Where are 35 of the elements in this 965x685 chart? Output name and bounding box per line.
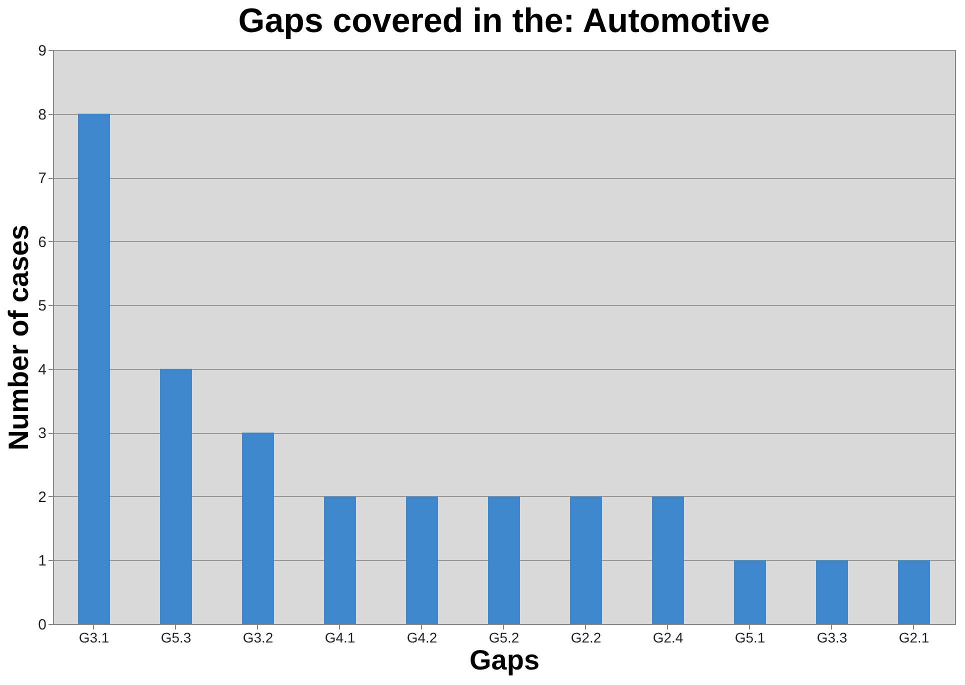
y-tick-label: 7 bbox=[38, 170, 46, 188]
bar bbox=[406, 496, 438, 624]
y-tick-label: 6 bbox=[38, 234, 46, 251]
x-tick-label: G4.1 bbox=[324, 630, 356, 646]
bar bbox=[78, 114, 110, 624]
y-tick-label: 5 bbox=[38, 298, 46, 315]
x-tick-label: G3.2 bbox=[242, 630, 274, 646]
x-tick-label: G2.4 bbox=[652, 630, 684, 646]
y-tick-label: 9 bbox=[38, 42, 46, 60]
x-tick-label: G3.3 bbox=[816, 630, 848, 646]
y-tick-label: 8 bbox=[38, 106, 46, 124]
y-tick-label: 0 bbox=[38, 616, 46, 634]
x-tick-label: G2.2 bbox=[570, 630, 602, 646]
x-tick-label: G2.1 bbox=[898, 630, 930, 646]
x-tick-label: G5.2 bbox=[488, 630, 520, 646]
bar bbox=[488, 496, 520, 624]
bar bbox=[324, 496, 356, 624]
x-axis-title: Gaps bbox=[469, 644, 540, 676]
bar bbox=[570, 496, 602, 624]
bar bbox=[652, 496, 684, 624]
x-tick-label: G4.2 bbox=[406, 630, 438, 646]
bar bbox=[816, 560, 848, 624]
x-tick-label: G5.1 bbox=[734, 630, 766, 646]
bar bbox=[242, 432, 274, 624]
y-tick-label: 1 bbox=[38, 552, 46, 570]
bar bbox=[734, 560, 766, 624]
x-tick-label: G5.3 bbox=[160, 630, 192, 646]
x-tick-label: G3.1 bbox=[78, 630, 110, 646]
y-tick-label: 2 bbox=[38, 488, 46, 506]
chart-title: Gaps covered in the: Automotive bbox=[238, 2, 770, 40]
y-tick-label: 3 bbox=[38, 425, 46, 442]
y-axis-title: Number of cases bbox=[3, 224, 34, 450]
y-tick-label: 4 bbox=[38, 361, 46, 378]
bar bbox=[898, 560, 930, 624]
bar bbox=[160, 368, 192, 624]
